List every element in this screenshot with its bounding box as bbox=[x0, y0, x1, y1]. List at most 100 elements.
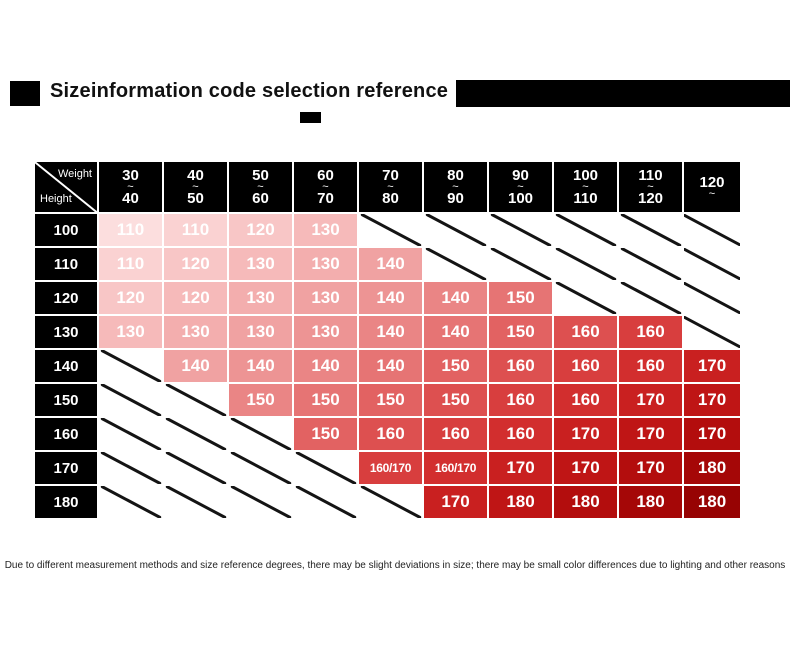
size-code-cell: 110 bbox=[99, 214, 162, 246]
column-header-line: 40 bbox=[122, 189, 139, 207]
column-header-line: 110 bbox=[638, 166, 663, 184]
column-header-line: ~ bbox=[647, 180, 654, 193]
diagonal-slash-icon bbox=[424, 214, 487, 246]
diagonal-slash-icon bbox=[684, 214, 740, 246]
size-code-value: 160/170 bbox=[434, 461, 477, 475]
size-code-cell: 170 bbox=[619, 384, 682, 416]
size-code-value: 180 bbox=[697, 458, 727, 477]
size-code-cell: 140 bbox=[359, 248, 422, 280]
size-code-cell: 150 bbox=[489, 316, 552, 348]
size-code-cell: 180 bbox=[619, 486, 682, 518]
diagonal-slash-icon bbox=[489, 214, 552, 246]
size-code-cell: 170 bbox=[489, 452, 552, 484]
size-code-value: 140 bbox=[441, 322, 470, 341]
diagonal-slash-icon bbox=[99, 350, 162, 382]
column-header-line: ~ bbox=[127, 180, 134, 193]
size-code-cell: 160 bbox=[554, 350, 617, 382]
size-code-cell: 160 bbox=[554, 316, 617, 348]
not-available-cell bbox=[359, 214, 422, 246]
diagonal-slash-icon bbox=[99, 418, 162, 450]
size-code-value: 150 bbox=[441, 390, 470, 409]
size-code-value: 120 bbox=[246, 220, 275, 239]
size-code-cell: 170 bbox=[684, 384, 740, 416]
size-code-cell: 130 bbox=[294, 248, 357, 280]
size-code-value: 170 bbox=[636, 390, 665, 409]
size-code-cell: 160 bbox=[489, 418, 552, 450]
not-available-cell bbox=[554, 282, 617, 314]
size-code-cell: 150 bbox=[489, 282, 552, 314]
size-code-cell: 120 bbox=[99, 282, 162, 314]
not-available-cell bbox=[229, 418, 292, 450]
diagonal-slash-icon bbox=[229, 452, 292, 484]
size-code-value: 130 bbox=[116, 322, 145, 341]
column-header-line: 80 bbox=[447, 166, 464, 184]
not-available-cell bbox=[684, 214, 740, 246]
diagonal-slash-icon bbox=[684, 248, 740, 280]
size-code-cell: 160/170 bbox=[359, 452, 422, 484]
diagonal-slash-icon bbox=[554, 214, 617, 246]
column-header-weight-range: 110 ~120 bbox=[619, 162, 682, 212]
size-code-cell: 110 bbox=[164, 214, 227, 246]
not-available-cell bbox=[619, 248, 682, 280]
size-code-value: 180 bbox=[571, 492, 600, 511]
size-code-value: 140 bbox=[441, 288, 470, 307]
not-available-cell bbox=[229, 486, 292, 518]
size-code-cell: 180 bbox=[554, 486, 617, 518]
column-header-line: ~ bbox=[387, 180, 394, 193]
title-decor-bar bbox=[456, 80, 790, 107]
size-code-cell: 150 bbox=[229, 384, 292, 416]
size-code-cell: 130 bbox=[294, 282, 357, 314]
size-code-value: 180 bbox=[506, 492, 535, 511]
diagonal-slash-icon bbox=[229, 486, 292, 518]
not-available-cell bbox=[99, 384, 162, 416]
size-code-value: 150 bbox=[506, 288, 535, 307]
size-code-value: 160 bbox=[571, 356, 600, 375]
size-code-cell: 140 bbox=[164, 350, 227, 382]
column-header-weight-range: 100 ~110 bbox=[554, 162, 617, 212]
size-code-cell: 120 bbox=[229, 214, 292, 246]
column-header-weight-range: 50 ~60 bbox=[229, 162, 292, 212]
column-header-line: 100 bbox=[572, 166, 599, 184]
diagonal-slash-icon bbox=[619, 282, 682, 314]
column-header-weight-range: 30 ~40 bbox=[99, 162, 162, 212]
diagonal-slash-icon bbox=[554, 248, 617, 280]
size-code-cell: 130 bbox=[294, 316, 357, 348]
size-code-value: 170 bbox=[571, 424, 600, 443]
size-code-value: 150 bbox=[246, 390, 275, 409]
column-header-line: 50 bbox=[187, 189, 204, 207]
size-code-value: 170 bbox=[506, 458, 535, 477]
size-code-value: 140 bbox=[311, 356, 340, 375]
size-code-value: 170 bbox=[636, 424, 665, 443]
size-table: Weight Height 30 ~40 40 ~50 50 ~60 60 ~70 70 ~80 80 ~… bbox=[34, 161, 740, 518]
size-code-value: 170 bbox=[441, 492, 470, 511]
size-code-value: 180 bbox=[636, 492, 665, 511]
column-header-line: 60 bbox=[317, 166, 334, 184]
column-header-line: 70 bbox=[382, 166, 399, 184]
weight-axis-label: Weight bbox=[57, 168, 92, 180]
row-header-height: 180 bbox=[35, 486, 97, 518]
diagonal-slash-icon bbox=[229, 418, 292, 450]
title-decor-small-rect bbox=[300, 112, 321, 123]
size-code-value: 160 bbox=[441, 424, 470, 443]
size-code-value: 180 bbox=[697, 492, 727, 511]
size-code-cell: 170 bbox=[619, 452, 682, 484]
size-code-value: 160/170 bbox=[369, 461, 412, 475]
not-available-cell bbox=[424, 214, 487, 246]
size-code-cell: 160 bbox=[619, 350, 682, 382]
size-code-value: 160 bbox=[376, 424, 405, 443]
size-code-value: 150 bbox=[441, 356, 470, 375]
column-header-line: 110 bbox=[573, 189, 598, 207]
diagonal-slash-icon bbox=[359, 214, 422, 246]
size-code-cell: 130 bbox=[229, 316, 292, 348]
column-header-line: 70 bbox=[317, 189, 334, 207]
size-code-value: 170 bbox=[571, 458, 600, 477]
not-available-cell bbox=[684, 282, 740, 314]
column-header-weight-range: 70 ~80 bbox=[359, 162, 422, 212]
size-code-value: 150 bbox=[311, 424, 340, 443]
diagonal-slash-icon bbox=[164, 418, 227, 450]
size-code-cell: 140 bbox=[359, 350, 422, 382]
column-header-line: 90 bbox=[512, 166, 529, 184]
size-code-cell: 160 bbox=[489, 350, 552, 382]
diagonal-slash-icon bbox=[619, 214, 682, 246]
diagonal-slash-icon bbox=[684, 316, 740, 348]
